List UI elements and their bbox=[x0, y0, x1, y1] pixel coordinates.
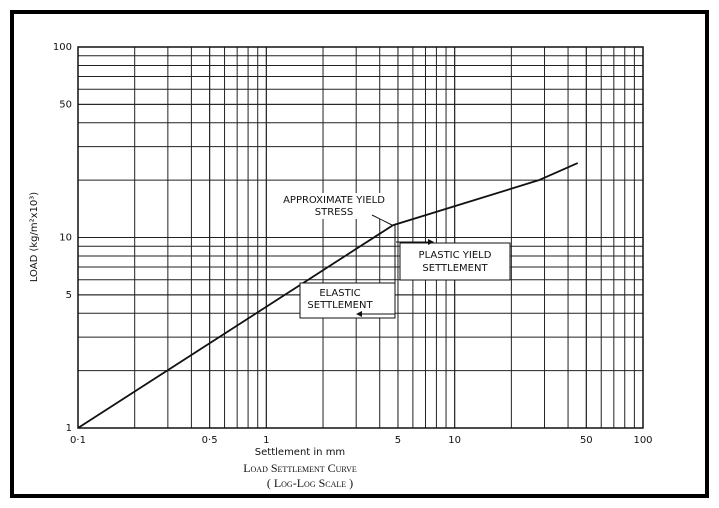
x-tick-label: 0·5 bbox=[202, 435, 218, 446]
x-tick-label: 50 bbox=[580, 435, 593, 446]
caption: Load Settlement Curve bbox=[243, 461, 357, 475]
data-line bbox=[77, 162, 579, 429]
annotation-box bbox=[299, 282, 396, 319]
arrow-head bbox=[428, 239, 434, 245]
caption: ( Log-Log Scale ) bbox=[267, 476, 353, 490]
x-tick-label: 5 bbox=[395, 435, 401, 446]
plot-border bbox=[77, 46, 644, 429]
arrow-head bbox=[356, 311, 362, 317]
x-tick-label: 1 bbox=[263, 435, 269, 446]
marks bbox=[77, 162, 579, 429]
y-axis-label: LOAD (kg/m²x10³) bbox=[29, 192, 40, 282]
x-tick-label: 10 bbox=[448, 435, 461, 446]
annotation: ELASTIC bbox=[319, 288, 360, 299]
annotation-bg bbox=[278, 193, 390, 219]
y-tick-label: 1 bbox=[66, 423, 72, 434]
x-axis-label: Settlement in mm bbox=[255, 447, 345, 458]
annotation: APPROXIMATE YIELD bbox=[283, 195, 385, 206]
annotation-arrow bbox=[371, 214, 393, 226]
x-tick-label: 0·1 bbox=[70, 435, 86, 446]
annotation: SETTLEMENT bbox=[307, 300, 373, 311]
y-tick-label: 10 bbox=[59, 233, 72, 244]
annotation-box bbox=[399, 242, 511, 281]
grid bbox=[77, 46, 644, 429]
x-tick-label: 100 bbox=[633, 435, 652, 446]
y-tick-label: 5 bbox=[66, 290, 72, 301]
annotation: STRESS bbox=[315, 207, 353, 218]
annotation: SETTLEMENT bbox=[422, 263, 488, 274]
annotation: PLASTIC YIELD bbox=[419, 250, 492, 261]
frame bbox=[10, 10, 709, 498]
y-tick-label: 100 bbox=[53, 42, 72, 53]
y-tick-label: 50 bbox=[59, 99, 72, 110]
